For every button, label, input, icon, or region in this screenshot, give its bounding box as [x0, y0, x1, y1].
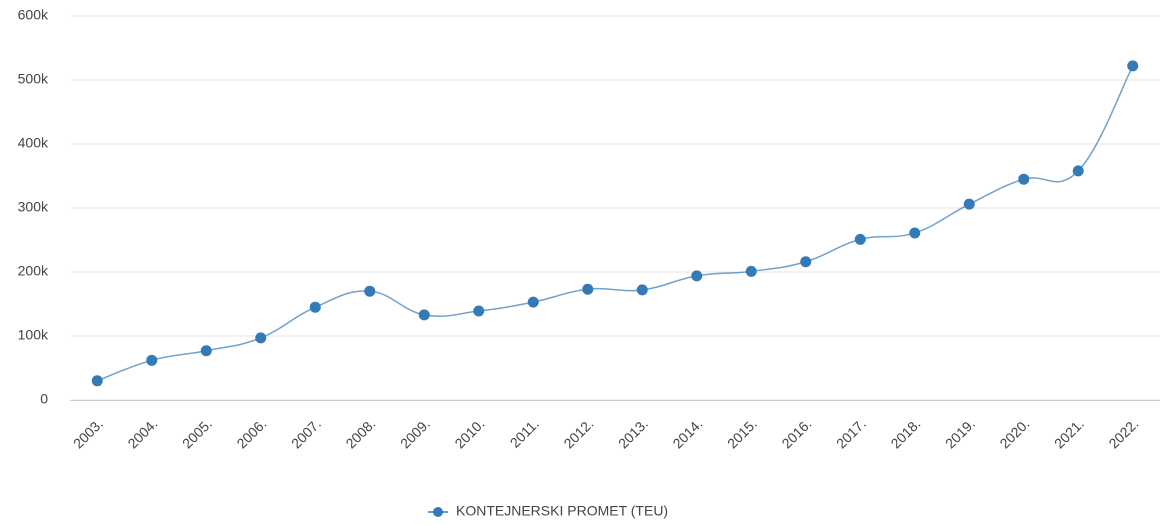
data-point [91, 375, 103, 387]
y-tick-label: 500k [18, 71, 49, 87]
x-tick-label: 2009. [397, 415, 433, 451]
x-tick-label: 2014. [669, 415, 705, 451]
data-point [255, 332, 267, 344]
x-tick-label: 2003. [70, 415, 106, 451]
x-tick-label: 2021. [1051, 415, 1087, 451]
x-tick-label: 2022. [1105, 415, 1141, 451]
data-point [582, 283, 594, 295]
data-point [418, 309, 430, 321]
x-tick-label: 2018. [887, 415, 923, 451]
data-point [200, 345, 212, 357]
x-tick-label: 2017. [833, 415, 869, 451]
x-tick-label: 2011. [507, 415, 542, 450]
y-tick-label: 200k [18, 263, 49, 279]
data-point [800, 256, 812, 268]
data-point [309, 301, 321, 313]
x-tick-label: 2004. [124, 415, 160, 451]
x-tick-label: 2008. [342, 415, 378, 451]
data-point [909, 227, 921, 239]
y-tick-label: 300k [18, 199, 49, 215]
x-tick-label: 2005. [179, 415, 215, 451]
y-tick-label: 600k [18, 7, 49, 23]
data-point [146, 354, 158, 366]
y-tick-label: 0 [40, 391, 48, 407]
data-point [1127, 60, 1139, 72]
x-tick-label: 2015. [724, 415, 760, 451]
data-point [1018, 173, 1030, 185]
data-point [854, 233, 866, 245]
data-point [473, 305, 485, 317]
x-tick-label: 2016. [778, 415, 814, 451]
x-tick-label: 2007. [288, 415, 324, 451]
data-point [745, 265, 757, 277]
x-tick-label: 2006. [233, 415, 269, 451]
x-tick-label: 2020. [996, 415, 1032, 451]
x-tick-label: 2019. [942, 415, 978, 451]
data-point [691, 270, 703, 282]
x-tick-label: 2012. [560, 415, 596, 451]
y-tick-label: 400k [18, 135, 49, 151]
data-point [1072, 165, 1084, 177]
data-point [636, 284, 648, 296]
y-tick-label: 100k [18, 327, 49, 343]
data-point [364, 285, 376, 297]
series-line [96, 65, 1134, 382]
data-point [527, 296, 539, 308]
data-point [963, 198, 975, 210]
legend-label: KONTEJNERSKI PROMET (TEU) [456, 503, 668, 519]
legend-marker [433, 507, 443, 517]
x-tick-label: 2013. [615, 415, 651, 451]
x-tick-label: 2010. [451, 415, 487, 451]
